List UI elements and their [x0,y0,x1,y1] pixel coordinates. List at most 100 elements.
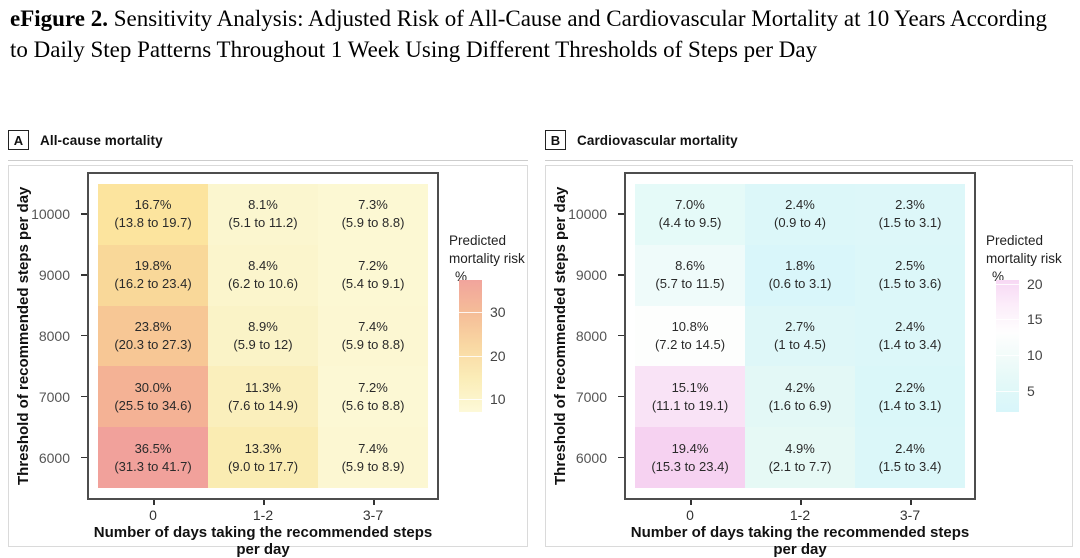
heatmap-cell: 2.5% (1.5 to 3.6) [855,244,965,306]
heatmap-cell: 36.5% (31.3 to 41.7) [98,427,208,488]
heatmap-cell: 13.3% (9.0 to 17.7) [208,427,318,488]
cell-value: 19.4% [671,440,709,456]
heatmap-cell: 7.4% (5.9 to 8.9) [318,427,428,488]
y-tick-label: 9000 [575,267,607,284]
heatmap-cell: 19.4% (15.3 to 23.4) [635,427,745,488]
cell-value: 30.0% [134,379,172,395]
tick-mark [618,456,624,459]
cell-value: 8.1% [248,197,278,213]
cell-ci: (1.5 to 3.6) [878,276,942,292]
legend-tick-mark [459,355,482,357]
tick-mark [618,213,624,215]
x-tick: 1-2 [208,500,318,524]
heatmap-cell: 7.3% (5.9 to 8.8) [318,184,428,245]
cell-value: 19.8% [134,258,172,274]
heatmap-cell: 7.0% (4.4 to 9.5) [635,184,745,245]
x-tick-label: 3-7 [899,507,921,523]
tick-mark [618,395,624,398]
y-tick: 6000 [35,427,87,488]
legend-tick-label: 5 [1027,382,1035,399]
y-tick: 8000 [35,306,87,367]
cell-ci: (5.9 to 8.8) [341,215,405,231]
figure-caption-number: eFigure 2. [10,6,108,31]
cell-value: 7.4% [358,440,388,456]
legend-tick-label: 10 [1027,346,1043,363]
heatmap-cell: 2.7% (1 to 4.5) [745,305,855,367]
tick-mark [81,213,87,215]
cell-value: 11.3% [245,379,281,395]
x-tick-label: 1-2 [789,507,811,523]
cell-ci: (6.2 to 10.6) [227,276,299,292]
x-tick: 1-2 [745,500,855,524]
heatmap-grid: 16.7% (13.8 to 19.7) 8.1% (5.1 to 11.2) 7.3%… [98,184,428,488]
cell-value: 2.3% [895,197,925,213]
heatmap-cell: 2.4% (1.5 to 3.4) [855,427,965,488]
legend-tick-labels: 30 20 10 [490,280,530,412]
cell-value: 7.4% [358,319,388,335]
cell-ci: (1 to 4.5) [773,336,827,352]
legend-tick-mark [459,399,482,401]
cell-ci: (5.1 to 11.2) [228,215,298,231]
heatmap-cell: 30.0% (25.5 to 34.6) [98,366,208,428]
heatmap-plot: 16.7% (13.8 to 19.7) 8.1% (5.1 to 11.2) 7.3%… [87,172,439,500]
cell-ci: (9.0 to 17.7) [227,458,299,474]
cell-value: 10.8% [671,319,709,335]
cell-ci: (1.5 to 3.1) [878,215,942,231]
heatmap-cell: 8.1% (5.1 to 11.2) [208,184,318,245]
y-tick: 7000 [572,366,624,427]
tick-mark [690,500,692,505]
cell-value: 7.3% [358,197,388,213]
cell-ci: (13.8 to 19.7) [114,215,192,231]
y-tick-label: 7000 [38,388,70,405]
cell-value: 8.9% [248,319,278,335]
legend-tick-label: 30 [490,304,506,321]
heatmap-cell: 23.8% (20.3 to 27.3) [98,305,208,367]
figure-area: Threshold of recommended steps per day 1… [545,165,1073,558]
legend-tick-mark [996,390,1019,392]
legend-tick-labels: 20 15 10 5 [1027,276,1067,412]
cell-ci: (4.4 to 9.5) [658,215,722,231]
cell-ci: (5.6 to 8.8) [341,397,405,413]
cell-ci: (11.1 to 19.1) [651,397,729,413]
y-tick-label: 8000 [575,327,607,344]
panel-letter-badge: A [8,130,29,150]
heatmap-cell: 2.4% (1.4 to 3.4) [855,305,965,367]
x-tick-label: 0 [149,507,157,523]
cell-value: 1.8% [785,258,815,274]
heatmap-cell: 2.4% (0.9 to 4) [745,184,855,245]
cell-value: 8.6% [675,258,705,274]
tick-mark [81,274,87,276]
legend-title: Predicted mortality risk [986,233,1062,266]
cell-ci: (5.7 to 11.5) [655,276,725,292]
panel-header: B Cardiovascular mortality [545,128,1073,152]
legend-gradient-bar [996,280,1019,412]
x-tick-label: 1-2 [252,507,274,523]
x-tick-label: 0 [686,507,694,523]
cell-value: 8.4% [248,258,278,274]
x-axis-ticks: 0 1-2 3-7 [98,500,428,524]
legend-tick-label: 15 [1027,311,1043,328]
legend-tick-label: 20 [1027,275,1043,292]
cell-value: 15.1% [671,379,709,395]
tick-mark [81,395,87,398]
cell-ci: (15.3 to 23.4) [651,458,729,474]
figure-area: Threshold of recommended steps per day 1… [8,165,530,558]
heatmap-cell: 19.8% (16.2 to 23.4) [98,244,208,306]
heatmap-plot: 7.0% (4.4 to 9.5) 2.4% (0.9 to 4) 2.3% (1.5 t… [624,172,976,500]
cell-ci: (20.3 to 27.3) [114,336,192,352]
x-tick: 0 [635,500,745,524]
cell-ci: (1.6 to 6.9) [768,397,832,413]
heatmap-cell: 16.7% (13.8 to 19.7) [98,184,208,245]
panel-title: All-cause mortality [40,132,163,148]
cell-ci: (2.1 to 7.7) [768,458,832,474]
x-axis-ticks: 0 1-2 3-7 [635,500,965,524]
x-tick: 0 [98,500,208,524]
y-tick-label: 6000 [38,449,70,466]
cell-value: 2.5% [895,258,925,274]
cell-ci: (5.9 to 8.8) [341,336,405,352]
figure-caption: eFigure 2. Sensitivity Analysis: Adjuste… [10,4,1068,65]
cell-value: 7.2% [358,258,388,274]
cell-value: 2.2% [895,379,925,395]
panel-title: Cardiovascular mortality [577,132,738,148]
cell-value: 4.9% [785,440,815,456]
